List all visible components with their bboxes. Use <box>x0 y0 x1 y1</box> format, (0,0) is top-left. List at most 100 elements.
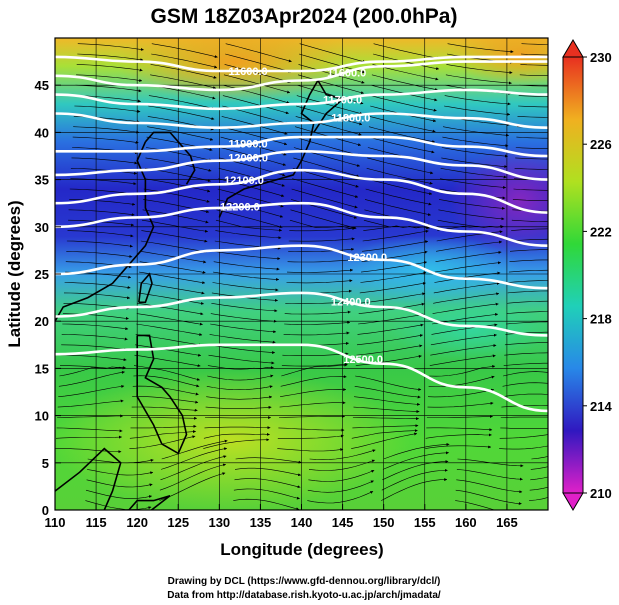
streamline <box>530 466 548 470</box>
streamline <box>66 240 133 248</box>
streamline <box>370 95 437 112</box>
x-tick-label: 135 <box>250 515 272 530</box>
streamline <box>441 147 508 158</box>
x-axis: 110 115 120 125 130 135 140 145 150 155 160 165 <box>45 504 518 530</box>
streamline <box>277 434 344 439</box>
streamline <box>502 382 548 387</box>
gridlines <box>55 38 548 510</box>
streamline <box>233 488 300 500</box>
streamline <box>284 310 351 315</box>
coastlines <box>55 78 345 510</box>
streamline <box>518 95 548 97</box>
streamline <box>355 375 422 391</box>
streamline <box>511 228 548 231</box>
streamline <box>286 268 354 273</box>
contour-label: 12100.0 <box>224 175 264 187</box>
chart-title: GSM 18Z03Apr2024 (200.0hPa) <box>151 5 458 28</box>
streamline <box>362 229 429 242</box>
streamline <box>444 95 511 106</box>
streamline <box>136 313 203 326</box>
streamline <box>148 95 215 110</box>
china-coast <box>55 141 155 322</box>
streamline <box>129 430 196 439</box>
streamline <box>427 401 494 408</box>
contour-label: 11600.0 <box>327 68 366 80</box>
streamline <box>71 157 138 165</box>
streamline <box>210 323 277 334</box>
contour-line <box>55 135 548 158</box>
x-tick-label: 115 <box>86 515 107 530</box>
streamline <box>59 366 126 377</box>
streamline <box>373 43 440 60</box>
streamline <box>455 489 522 505</box>
streamline <box>427 388 495 398</box>
streamline <box>234 478 301 489</box>
streamline <box>224 64 291 84</box>
streamline <box>206 395 273 400</box>
streamline <box>366 168 433 185</box>
streamline <box>69 199 136 206</box>
streamline <box>507 300 548 304</box>
x-tick-label: 160 <box>455 515 477 530</box>
streamline <box>136 323 203 336</box>
y-tick-label: 25 <box>35 267 49 282</box>
streamline <box>215 230 282 240</box>
streamline <box>504 342 548 346</box>
streamline <box>288 237 355 242</box>
streamline <box>529 486 548 491</box>
streamline <box>221 126 288 146</box>
japan-coast <box>218 78 345 218</box>
streamline <box>501 405 548 408</box>
streamline <box>142 209 209 224</box>
x-tick-label: 150 <box>373 515 395 530</box>
streamline <box>132 385 199 396</box>
borneo-coast <box>55 447 122 510</box>
streamline <box>296 105 363 126</box>
streamline <box>233 498 300 510</box>
streamline <box>144 178 211 193</box>
colorbar-max-triangle <box>562 39 584 58</box>
streamline <box>429 354 496 366</box>
y-tick-label: 10 <box>35 409 49 424</box>
y-tick-label: 30 <box>35 220 49 235</box>
y-tick-label: 0 <box>42 503 49 518</box>
streamline <box>382 451 449 470</box>
streamline <box>436 240 503 252</box>
streamline <box>219 147 286 166</box>
streamline <box>440 168 507 179</box>
streamline <box>433 281 500 294</box>
streamline <box>508 269 548 273</box>
streamline <box>206 385 273 391</box>
contour-line <box>55 149 548 181</box>
streamline <box>76 64 143 72</box>
streamline <box>218 168 285 187</box>
x-tick-label: 145 <box>332 515 354 530</box>
contour-label: 11700.0 <box>323 94 362 106</box>
y-tick-label: 5 <box>42 456 49 471</box>
streamline <box>295 116 362 136</box>
taiwan-coast <box>138 272 153 304</box>
contour-label: 11900.0 <box>229 138 268 150</box>
streamline <box>509 249 548 252</box>
streamline <box>225 43 292 63</box>
streamline <box>515 147 548 149</box>
streamline <box>513 188 548 191</box>
contour-line <box>55 201 548 247</box>
streamline <box>446 64 513 74</box>
streamline <box>519 84 548 87</box>
streamline <box>141 230 208 243</box>
streamline <box>222 95 289 115</box>
streamline <box>292 178 359 198</box>
streamline <box>145 147 213 162</box>
streamline <box>72 136 139 144</box>
streamline <box>429 365 496 377</box>
streamline <box>500 416 548 418</box>
streamline <box>151 53 218 69</box>
streamline <box>137 303 204 316</box>
streamline <box>501 393 548 397</box>
streamline <box>58 384 125 397</box>
streamline <box>68 209 135 217</box>
streamline <box>55 435 122 439</box>
contour-label: 12300.0 <box>347 252 387 264</box>
